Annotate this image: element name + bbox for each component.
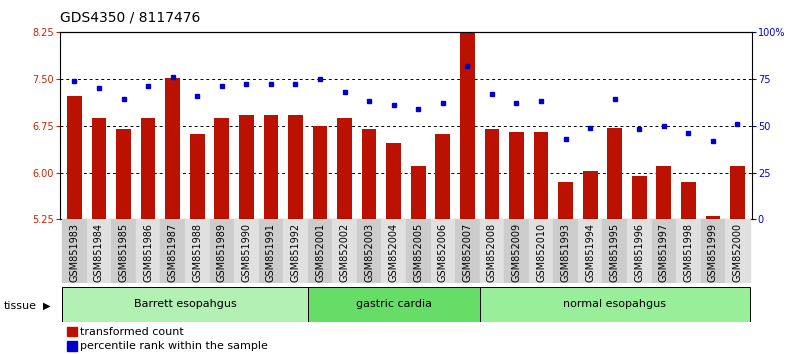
Text: GSM851985: GSM851985 bbox=[119, 223, 128, 282]
Text: GSM852000: GSM852000 bbox=[732, 223, 743, 282]
Text: GSM851993: GSM851993 bbox=[560, 223, 571, 282]
Bar bbox=[259, 219, 283, 283]
Text: GSM852004: GSM852004 bbox=[388, 223, 399, 282]
Bar bbox=[603, 219, 627, 283]
Bar bbox=[190, 134, 205, 219]
Bar bbox=[67, 341, 77, 351]
Bar bbox=[67, 96, 82, 219]
Bar bbox=[725, 219, 750, 283]
Text: GSM851991: GSM851991 bbox=[266, 223, 276, 282]
Bar bbox=[160, 219, 185, 283]
Text: GSM852010: GSM852010 bbox=[536, 223, 546, 282]
Bar bbox=[431, 219, 455, 283]
Bar bbox=[166, 78, 180, 219]
Text: GSM852005: GSM852005 bbox=[413, 223, 423, 282]
Bar bbox=[234, 219, 259, 283]
Bar bbox=[381, 219, 406, 283]
Bar bbox=[411, 166, 426, 219]
Bar bbox=[116, 129, 131, 219]
Bar bbox=[308, 219, 332, 283]
Text: GSM852001: GSM852001 bbox=[315, 223, 325, 282]
Bar bbox=[283, 219, 308, 283]
Text: GSM852006: GSM852006 bbox=[438, 223, 448, 282]
Bar bbox=[338, 118, 352, 219]
Text: Barrett esopahgus: Barrett esopahgus bbox=[134, 299, 236, 309]
Bar bbox=[62, 287, 308, 322]
Bar bbox=[308, 287, 480, 322]
Text: GSM851986: GSM851986 bbox=[143, 223, 153, 282]
Bar bbox=[480, 219, 504, 283]
Bar bbox=[578, 219, 603, 283]
Bar bbox=[141, 118, 155, 219]
Bar bbox=[533, 132, 548, 219]
Bar bbox=[480, 287, 750, 322]
Bar bbox=[92, 118, 107, 219]
Bar bbox=[583, 171, 598, 219]
Text: GSM851999: GSM851999 bbox=[708, 223, 718, 282]
Text: GSM851984: GSM851984 bbox=[94, 223, 104, 282]
Text: GSM851983: GSM851983 bbox=[69, 223, 80, 282]
Bar bbox=[700, 219, 725, 283]
Text: GSM851998: GSM851998 bbox=[684, 223, 693, 282]
Text: GSM851997: GSM851997 bbox=[659, 223, 669, 282]
Bar bbox=[263, 115, 279, 219]
Text: GSM852008: GSM852008 bbox=[487, 223, 497, 282]
Bar bbox=[676, 219, 700, 283]
Text: GSM851987: GSM851987 bbox=[168, 223, 178, 282]
Text: GSM852009: GSM852009 bbox=[512, 223, 521, 282]
Bar bbox=[313, 126, 327, 219]
Bar bbox=[386, 143, 401, 219]
Bar bbox=[209, 219, 234, 283]
Bar bbox=[361, 129, 377, 219]
Text: GSM852002: GSM852002 bbox=[340, 223, 349, 282]
Bar bbox=[652, 219, 676, 283]
Bar bbox=[632, 176, 646, 219]
Bar bbox=[607, 127, 622, 219]
Bar bbox=[460, 9, 474, 219]
Bar bbox=[435, 134, 451, 219]
Text: GSM852003: GSM852003 bbox=[364, 223, 374, 282]
Text: GSM851988: GSM851988 bbox=[192, 223, 202, 282]
Bar bbox=[288, 115, 302, 219]
Text: GSM852007: GSM852007 bbox=[462, 223, 472, 282]
Text: percentile rank within the sample: percentile rank within the sample bbox=[80, 341, 268, 351]
Bar bbox=[504, 219, 529, 283]
Bar bbox=[705, 216, 720, 219]
Bar bbox=[87, 219, 111, 283]
Bar bbox=[558, 182, 573, 219]
Bar bbox=[627, 219, 652, 283]
Bar bbox=[455, 219, 480, 283]
Bar bbox=[239, 115, 254, 219]
Text: GDS4350 / 8117476: GDS4350 / 8117476 bbox=[60, 11, 200, 25]
Bar bbox=[485, 129, 499, 219]
Bar bbox=[553, 219, 578, 283]
Bar bbox=[185, 219, 209, 283]
Bar bbox=[406, 219, 431, 283]
Bar bbox=[509, 132, 524, 219]
Text: GSM851996: GSM851996 bbox=[634, 223, 644, 282]
Text: GSM851994: GSM851994 bbox=[585, 223, 595, 282]
Text: GSM851992: GSM851992 bbox=[291, 223, 300, 282]
Text: GSM851989: GSM851989 bbox=[217, 223, 227, 282]
Text: ▶: ▶ bbox=[43, 301, 50, 311]
Bar bbox=[332, 219, 357, 283]
Text: transformed count: transformed count bbox=[80, 327, 184, 337]
Text: GSM851990: GSM851990 bbox=[241, 223, 252, 282]
Bar bbox=[657, 166, 671, 219]
Bar bbox=[136, 219, 160, 283]
Bar bbox=[62, 219, 87, 283]
Text: GSM851995: GSM851995 bbox=[610, 223, 620, 282]
Bar bbox=[529, 219, 553, 283]
Bar bbox=[111, 219, 136, 283]
Text: tissue: tissue bbox=[4, 301, 37, 311]
Bar bbox=[681, 182, 696, 219]
Text: normal esopahgus: normal esopahgus bbox=[564, 299, 666, 309]
Bar bbox=[357, 219, 381, 283]
Bar bbox=[214, 118, 229, 219]
Text: gastric cardia: gastric cardia bbox=[356, 299, 431, 309]
Bar bbox=[67, 327, 77, 336]
Bar bbox=[730, 166, 745, 219]
